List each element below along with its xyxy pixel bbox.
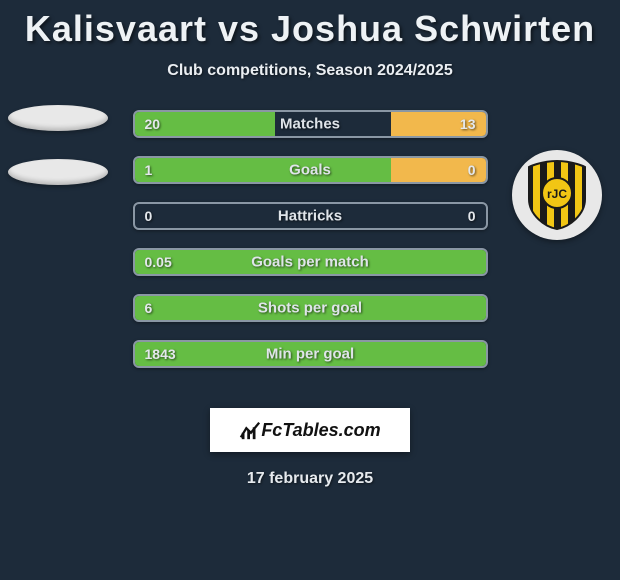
stat-row: 20 Matches 13 (133, 110, 488, 138)
subtitle: Club competitions, Season 2024/2025 (0, 62, 620, 80)
stat-left-value: 20 (145, 116, 161, 132)
player-right-badge: rJC (512, 150, 612, 250)
stat-row: 1 Goals 0 (133, 156, 488, 184)
stat-left-value: 6 (145, 300, 153, 316)
comparison-content: rJC 20 Matches 13 1 Goals 0 0 Hattricks 0 0.05 Goa… (0, 110, 620, 400)
stat-row: 0.05 Goals per match (133, 248, 488, 276)
brand-box[interactable]: FcTables.com (210, 408, 410, 452)
brand-label: FcTables.com (261, 420, 380, 441)
chart-icon (239, 419, 261, 441)
stat-left-value: 1843 (145, 346, 176, 362)
date-label: 17 february 2025 (0, 470, 620, 488)
stat-right-value: 0 (468, 208, 476, 224)
stat-label: Hattricks (278, 208, 342, 225)
stat-left-value: 1 (145, 162, 153, 178)
stat-label: Matches (280, 116, 340, 133)
stat-left-value: 0 (145, 208, 153, 224)
crest-icon: rJC (525, 159, 589, 231)
stat-row: 6 Shots per goal (133, 294, 488, 322)
stat-label: Shots per goal (258, 300, 362, 317)
stat-label: Goals per match (251, 254, 369, 271)
placeholder-ellipse (8, 105, 108, 131)
stat-row: 0 Hattricks 0 (133, 202, 488, 230)
stat-left-value: 0.05 (145, 254, 172, 270)
stat-bars: 20 Matches 13 1 Goals 0 0 Hattricks 0 0.05 Goals p… (133, 110, 488, 368)
club-crest: rJC (512, 150, 602, 240)
stat-label: Goals (289, 162, 331, 179)
stat-right-value: 13 (460, 116, 476, 132)
page-title: Kalisvaart vs Joshua Schwirten (0, 0, 620, 50)
stat-row: 1843 Min per goal (133, 340, 488, 368)
stat-right-value: 0 (468, 162, 476, 178)
svg-text:rJC: rJC (547, 187, 567, 201)
player-left-badge (8, 105, 108, 205)
bar-fill-left (135, 158, 391, 182)
stat-label: Min per goal (266, 346, 354, 363)
placeholder-ellipse (8, 159, 108, 185)
